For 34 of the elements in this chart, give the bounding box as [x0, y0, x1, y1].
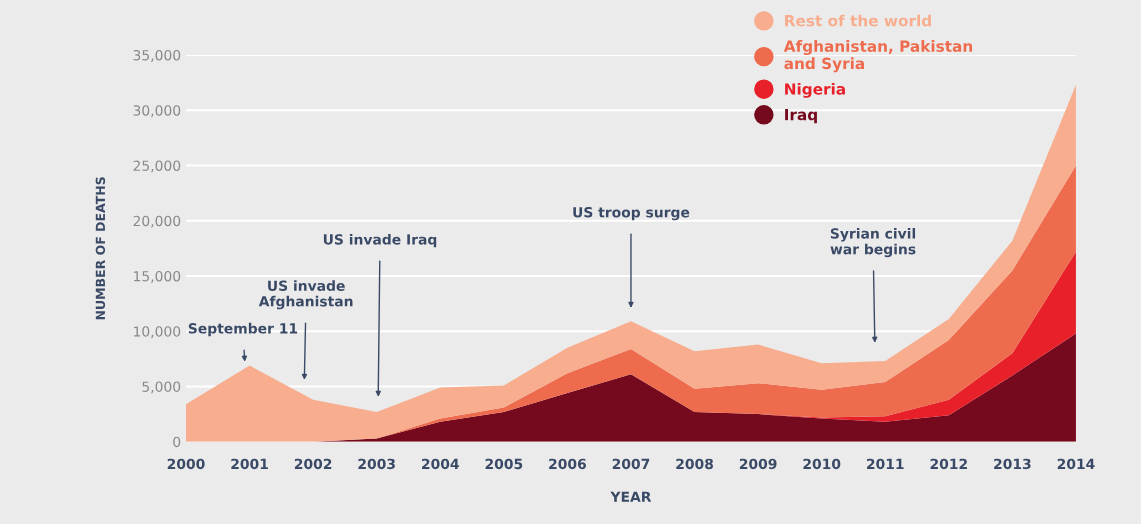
- legend-label: Iraq: [785, 109, 817, 124]
- x-tick-label: 2006: [549, 458, 586, 470]
- x-axis-title: YEAR: [610, 491, 652, 502]
- legend-label: Rest of the world: [785, 14, 931, 27]
- x-tick-label: 2001: [231, 458, 268, 470]
- annotation: Syrian civil war begins: [830, 227, 916, 258]
- legend-label: Nigeria: [785, 82, 845, 98]
- annotation: US troop surge: [573, 206, 690, 221]
- x-tick-label: 2011: [867, 458, 904, 470]
- y-tick-label: 5,000: [142, 381, 181, 394]
- x-tick-label: 2000: [167, 458, 205, 470]
- annotation: US invade Iraq: [323, 233, 437, 248]
- y-tick-label: 15,000: [134, 270, 181, 283]
- y-tick-label: 10,000: [134, 326, 181, 339]
- x-tick-label: 2014: [1057, 458, 1095, 470]
- x-tick-label: 2003: [358, 458, 395, 470]
- y-tick-label: 35,000: [133, 49, 181, 62]
- x-tick-label: 2013: [994, 458, 1031, 470]
- x-tick-label: 2008: [676, 458, 714, 470]
- y-tick-label: 25,000: [133, 160, 181, 173]
- y-tick-label: 0: [173, 436, 181, 448]
- y-tick-label: 30,000: [133, 105, 181, 118]
- y-axis-title: NUMBER OF DEATHS: [95, 177, 106, 320]
- x-tick-label: 2007: [612, 458, 650, 470]
- annotation: US invade Afghanistan: [258, 280, 353, 310]
- x-tick-label: 2004: [422, 458, 459, 470]
- annotation: September 11: [188, 322, 298, 337]
- legend-label: Afghanistan, Pakistan and Syria: [783, 40, 973, 73]
- x-tick-label: 2010: [803, 458, 841, 470]
- y-tick-label: 20,000: [133, 215, 181, 228]
- x-tick-label: 2009: [739, 458, 777, 470]
- x-tick-label: 2002: [294, 458, 332, 470]
- x-tick-label: 2005: [485, 458, 523, 470]
- x-tick-label: 2012: [930, 458, 967, 470]
